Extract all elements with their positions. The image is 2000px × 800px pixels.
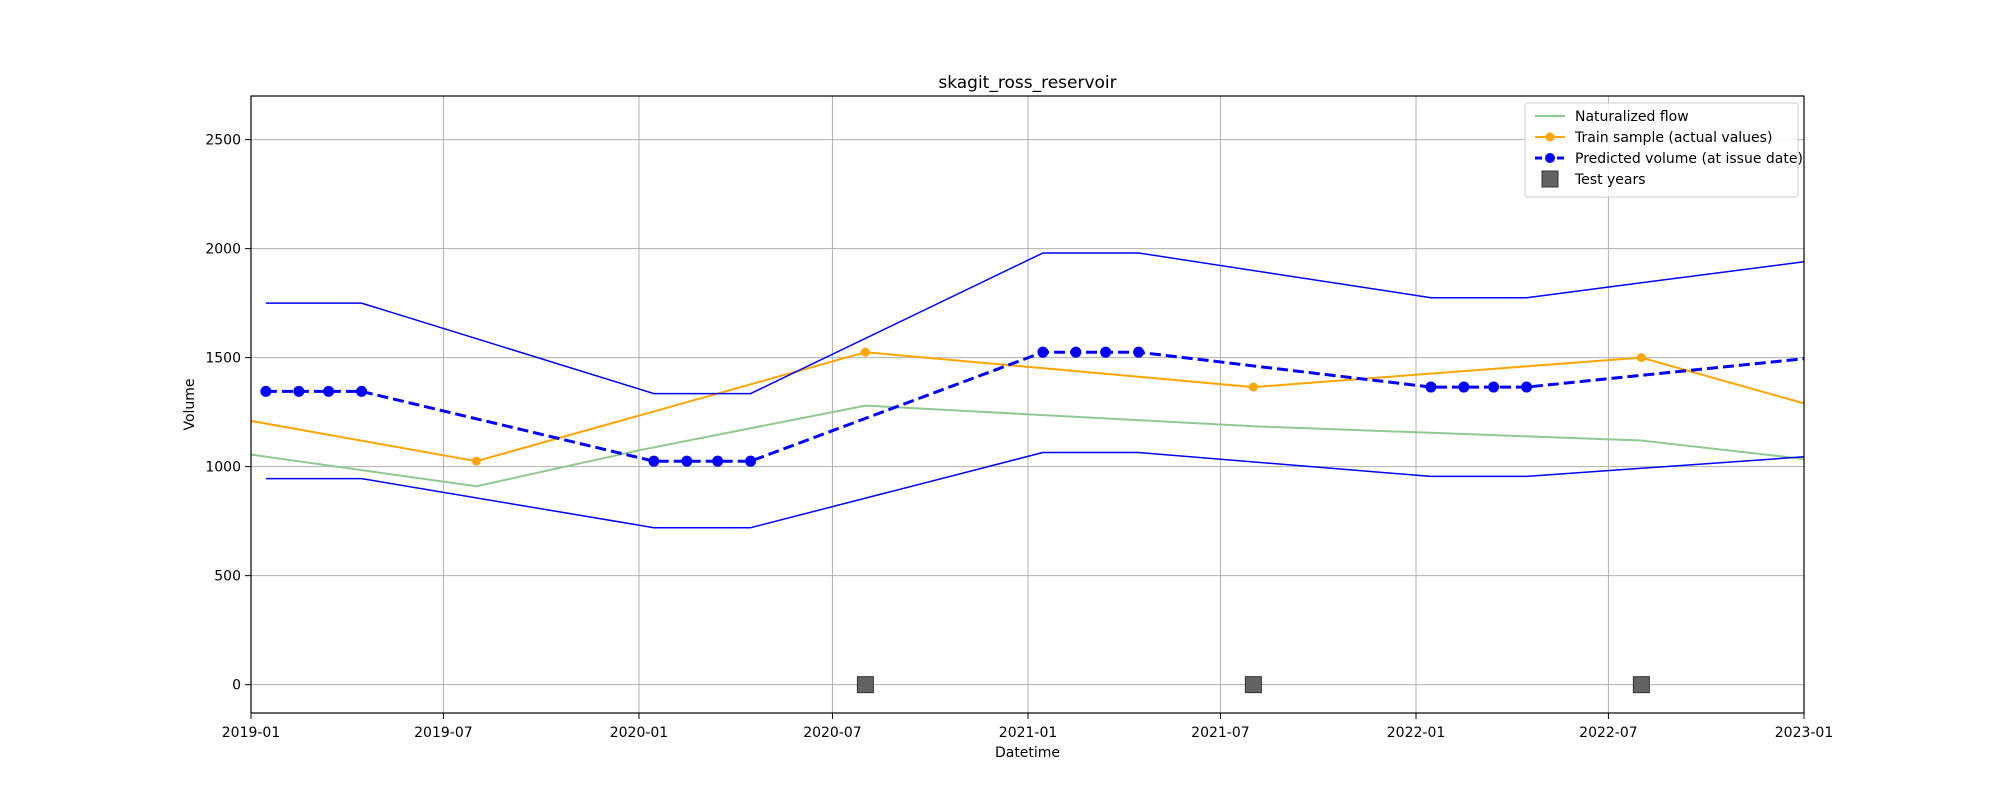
x-tick-label: 2019-01 bbox=[222, 725, 281, 741]
naturalized-flow-line bbox=[250, 404, 1805, 488]
chart-title: skagit_ross_reservoir bbox=[938, 73, 1116, 93]
predicted-volume-at-issue-date-point bbox=[323, 385, 335, 397]
naturalized-flow-series bbox=[250, 404, 1805, 488]
plot-series bbox=[250, 252, 1805, 694]
predicted-volume-at-issue-date-point bbox=[1458, 381, 1470, 393]
legend-label: Train sample (actual values) bbox=[1574, 130, 1772, 146]
test-year-marker bbox=[1632, 676, 1650, 694]
y-tick-label: 500 bbox=[214, 569, 241, 585]
x-tick-label: 2022-01 bbox=[1387, 725, 1446, 741]
y-tick-label: 2500 bbox=[205, 133, 241, 149]
y-tick-label: 1000 bbox=[205, 460, 241, 476]
predicted-volume-at-issue-date-point bbox=[681, 455, 693, 467]
predicted-volume-at-issue-date-point bbox=[1133, 346, 1145, 358]
prediction-upper-bound-line bbox=[265, 252, 1805, 395]
predicted-volume-at-issue-date-line bbox=[265, 350, 1805, 463]
predicted-volume-at-issue-date-series bbox=[260, 346, 1805, 467]
plot-frame bbox=[250, 95, 1805, 714]
x-tick-label: 2023-01 bbox=[1775, 725, 1834, 741]
predicted-volume-at-issue-date-point bbox=[1488, 381, 1500, 393]
train-sample-actual-values-point bbox=[860, 347, 870, 357]
legend-label: Test years bbox=[1574, 172, 1646, 188]
predicted-volume-at-issue-date-point bbox=[1100, 346, 1112, 358]
legend-item: Train sample (actual values) bbox=[1535, 130, 1772, 146]
y-tick-label: 1500 bbox=[205, 351, 241, 367]
y-tick-label: 2000 bbox=[205, 242, 241, 258]
predicted-volume-at-issue-date-point bbox=[712, 455, 724, 467]
train-sample-actual-values-line bbox=[250, 351, 1805, 463]
x-tick-label: 2021-01 bbox=[999, 725, 1058, 741]
train-sample-actual-values-point bbox=[471, 456, 481, 466]
predicted-volume-at-issue-date-point bbox=[1037, 346, 1049, 358]
legend: Naturalized flow Train sample (actual val… bbox=[1524, 102, 1803, 198]
predicted-volume-at-issue-date-point bbox=[260, 385, 272, 397]
x-tick-label: 2020-01 bbox=[610, 725, 669, 741]
predicted-volume-at-issue-date-point bbox=[293, 385, 305, 397]
predicted-volume-at-issue-date-point bbox=[1521, 381, 1533, 393]
legend-item: Test years bbox=[1541, 170, 1646, 188]
test-year-marker bbox=[1244, 676, 1262, 694]
train-sample-actual-values-series bbox=[250, 347, 1805, 466]
axis-ticks: 2019-01 2019-07 2020-01 2020-07 2021-01 2021-… bbox=[205, 133, 1833, 741]
legend-item: Predicted volume (at issue date) bbox=[1535, 151, 1803, 167]
predicted-volume-at-issue-date-point bbox=[648, 455, 660, 467]
prediction-upper-bound-series bbox=[265, 252, 1805, 395]
legend-label: Predicted volume (at issue date) bbox=[1575, 151, 1803, 167]
x-axis-title: Datetime bbox=[995, 745, 1060, 761]
prediction-lower-bound-series bbox=[265, 451, 1805, 529]
legend-marker bbox=[1545, 153, 1555, 163]
legend-items: Naturalized flow Train sample (actual val… bbox=[1535, 109, 1803, 188]
test-year-marker bbox=[856, 676, 874, 694]
prediction-lower-bound-line bbox=[265, 451, 1805, 529]
predicted-volume-at-issue-date-point bbox=[1425, 381, 1437, 393]
x-tick-label: 2022-07 bbox=[1579, 725, 1638, 741]
train-sample-actual-values-point bbox=[1636, 353, 1646, 363]
predicted-volume-at-issue-date-point bbox=[356, 385, 368, 397]
legend-box bbox=[1524, 102, 1799, 198]
test-years-series bbox=[856, 676, 1650, 694]
y-tick-label: 0 bbox=[232, 678, 241, 694]
legend-label: Naturalized flow bbox=[1575, 109, 1689, 125]
legend-marker bbox=[1545, 132, 1555, 142]
predicted-volume-at-issue-date-point bbox=[1070, 346, 1082, 358]
x-tick-label: 2019-07 bbox=[414, 725, 473, 741]
x-tick-label: 2021-07 bbox=[1191, 725, 1250, 741]
legend-swatch bbox=[1541, 170, 1559, 188]
predicted-volume-at-issue-date-point bbox=[745, 455, 757, 467]
legend-item: Naturalized flow bbox=[1535, 109, 1689, 125]
y-axis-title: Volume bbox=[182, 378, 198, 430]
train-sample-actual-values-point bbox=[1248, 382, 1258, 392]
x-tick-label: 2020-07 bbox=[803, 725, 862, 741]
